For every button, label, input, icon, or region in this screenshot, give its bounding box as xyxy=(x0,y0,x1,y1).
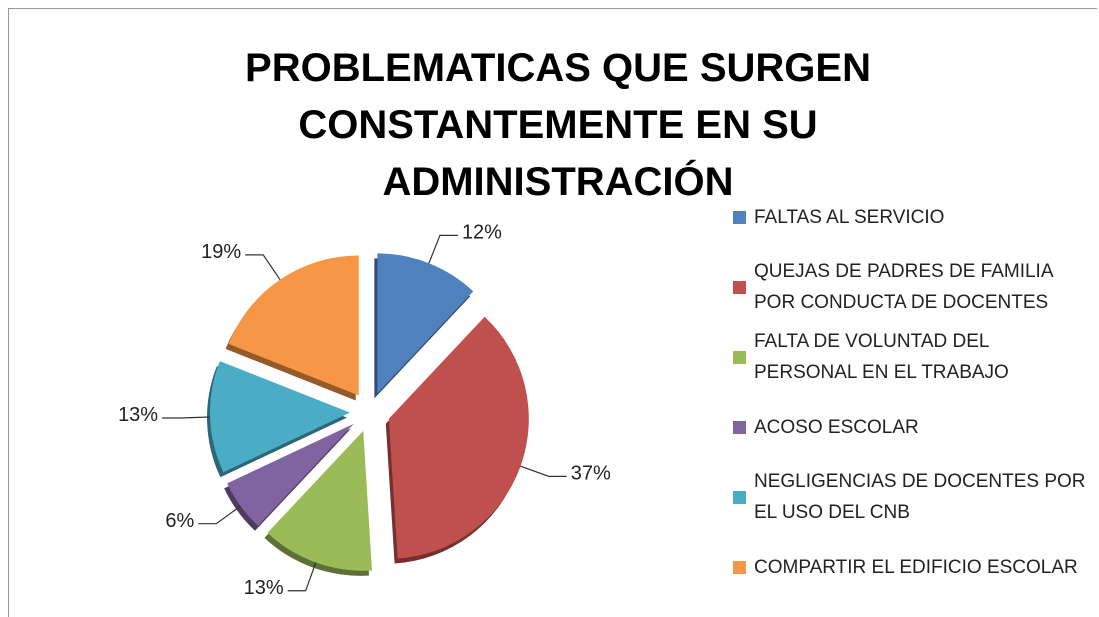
legend-swatch xyxy=(733,280,746,294)
leader-line xyxy=(245,254,281,281)
legend: FALTAS AL SERVICIO QUEJAS DE PADRES DE FA… xyxy=(733,182,1093,602)
chart-title: PROBLEMATICAS QUE SURGEN CONSTANTEMENTE … xyxy=(245,46,871,204)
legend-label: ACOSO ESCOLAR xyxy=(754,416,919,438)
slice xyxy=(227,423,354,526)
legend-item: COMPARTIR EL EDIFICIO ESCOLAR xyxy=(733,532,1093,602)
legend-swatch xyxy=(733,560,746,574)
slice xyxy=(388,316,529,559)
legend-label: FALTAS AL SERVICIO xyxy=(754,206,945,228)
slice xyxy=(210,361,351,473)
data-label: 6% xyxy=(165,510,194,532)
legend-item: ACOSO ESCOLAR xyxy=(733,392,1093,462)
leader-line xyxy=(162,416,211,419)
data-label: 13% xyxy=(118,404,158,426)
leader-line xyxy=(520,465,567,477)
legend-swatch xyxy=(733,350,746,364)
legend-label: NEGLIGENCIAS DE DOCENTES POR EL USO DEL … xyxy=(754,471,1086,523)
data-label: 37% xyxy=(571,463,611,485)
legend-item: NEGLIGENCIAS DE DOCENTES POR EL USO DEL … xyxy=(733,462,1093,532)
slice xyxy=(228,255,359,396)
data-label: 12% xyxy=(462,222,502,244)
legend-swatch xyxy=(733,490,746,504)
leader-line xyxy=(428,234,458,264)
leader-line xyxy=(287,562,317,592)
legend-swatch xyxy=(733,210,746,224)
data-label: 13% xyxy=(244,577,284,599)
legend-item: FALTAS AL SERVICIO xyxy=(733,182,1093,252)
chart-frame xyxy=(8,8,1097,617)
legend-label: FALTA DE VOLUNTAD DEL PERSONAL EN EL TRA… xyxy=(754,331,1009,383)
legend-item: QUEJAS DE PADRES DE FAMILIA POR CONDUCTA… xyxy=(733,252,1093,322)
legend-item: FALTA DE VOLUNTAD DEL PERSONAL EN EL TRA… xyxy=(733,322,1093,392)
leader-line xyxy=(198,505,241,525)
slice xyxy=(377,253,474,394)
legend-label: QUEJAS DE PADRES DE FAMILIA POR CONDUCTA… xyxy=(754,261,1053,313)
legend-swatch xyxy=(733,420,746,434)
legend-label: COMPARTIR EL EDIFICIO ESCOLAR xyxy=(754,556,1078,578)
slice xyxy=(267,430,373,571)
data-label: 19% xyxy=(201,241,241,263)
